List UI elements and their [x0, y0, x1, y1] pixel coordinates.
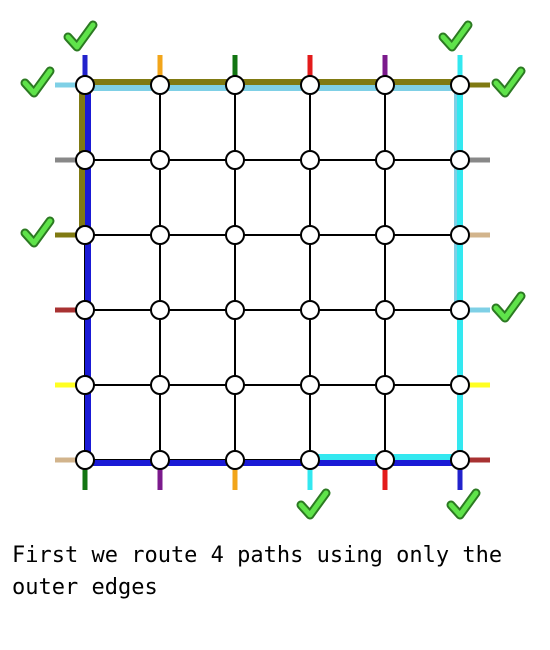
grid-node	[450, 225, 470, 245]
grid-node	[150, 450, 170, 470]
check-icon-fill	[493, 293, 524, 321]
check-icon-fill	[22, 218, 53, 246]
grid-lines	[84, 84, 461, 461]
grid-node	[225, 375, 245, 395]
grid-nodes	[75, 75, 470, 470]
grid-node	[375, 300, 395, 320]
grid-node	[450, 300, 470, 320]
check-icon	[63, 20, 98, 52]
grid-node	[75, 300, 95, 320]
check-icon-fill	[65, 22, 96, 50]
grid-node	[75, 75, 95, 95]
grid-node	[375, 375, 395, 395]
grid-node	[225, 75, 245, 95]
check-icon	[491, 291, 526, 323]
grid-node	[375, 75, 395, 95]
check-icon	[438, 20, 473, 52]
grid-node	[225, 225, 245, 245]
grid-node	[75, 450, 95, 470]
grid-node	[450, 375, 470, 395]
check-icon-fill	[493, 68, 524, 96]
grid-node	[300, 225, 320, 245]
check-icon	[20, 216, 55, 248]
route-olive	[79, 79, 457, 235]
grid-node	[300, 450, 320, 470]
grid-node	[150, 225, 170, 245]
check-icon-fill	[440, 22, 471, 50]
grid-node	[225, 300, 245, 320]
grid-node	[450, 450, 470, 470]
check-icon-fill	[448, 490, 479, 518]
check-icon	[296, 488, 331, 520]
grid-routing-diagram	[20, 20, 526, 520]
grid-node	[375, 150, 395, 170]
grid-node	[75, 375, 95, 395]
check-icon-fill	[22, 68, 53, 96]
grid-node	[300, 300, 320, 320]
grid-node	[150, 375, 170, 395]
grid-node	[150, 300, 170, 320]
grid-node	[450, 150, 470, 170]
grid-node	[75, 150, 95, 170]
routed-paths	[79, 79, 463, 466]
grid-node	[225, 450, 245, 470]
grid-node	[75, 225, 95, 245]
caption-text: First we route 4 paths using only the ou…	[12, 543, 516, 600]
check-icon	[491, 66, 526, 98]
grid-node	[375, 450, 395, 470]
check-icon	[20, 66, 55, 98]
grid-node	[450, 75, 470, 95]
route-light-blue	[88, 85, 460, 310]
grid-node	[225, 150, 245, 170]
grid-node	[150, 150, 170, 170]
grid-node	[300, 375, 320, 395]
check-marks	[20, 20, 526, 520]
check-icon-fill	[298, 490, 329, 518]
grid-node	[375, 225, 395, 245]
grid-node	[300, 75, 320, 95]
route-blue	[85, 88, 457, 466]
terminal-stubs	[55, 55, 490, 490]
check-icon	[446, 488, 481, 520]
grid-node	[300, 150, 320, 170]
grid-node	[150, 75, 170, 95]
